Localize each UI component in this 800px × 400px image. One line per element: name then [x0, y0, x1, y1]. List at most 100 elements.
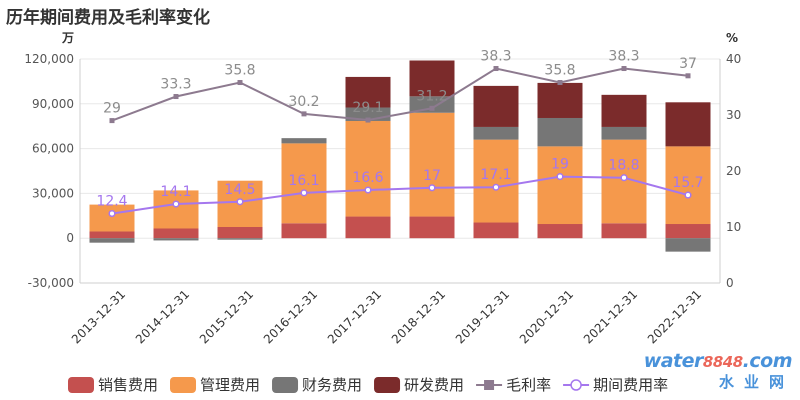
bar-segment: [473, 139, 519, 223]
bar-segment: [665, 146, 711, 225]
bar-segment: [281, 138, 327, 144]
series-point: [557, 80, 563, 86]
y-left-tick-label: 120,000: [24, 52, 74, 66]
legend-item: 销售费用: [68, 376, 158, 394]
bar-segment: [89, 231, 135, 239]
series-point: [620, 174, 628, 182]
watermark-logo: water8848.com: [643, 350, 793, 372]
y-right-tick-label: 0: [726, 276, 734, 290]
x-tick-label: 2014-12-31: [133, 287, 192, 346]
series-point: [236, 198, 244, 206]
data-label: 18.8: [608, 158, 639, 174]
series-point: [364, 186, 372, 194]
bar-segment: [281, 223, 327, 239]
series-point: [621, 66, 627, 72]
bar-segment: [537, 224, 583, 239]
bar-segment: [473, 126, 519, 140]
legend-label: 期间费用率: [593, 376, 668, 394]
x-tick-label: 2017-12-31: [325, 287, 384, 346]
series-point: [173, 94, 179, 100]
y-right-tick-label: 30: [726, 108, 741, 122]
bar-segment: [537, 117, 583, 147]
series-point: [109, 118, 115, 124]
bar-segment: [217, 238, 263, 240]
watermark-brand: water: [643, 350, 704, 372]
bar-segment: [537, 82, 583, 118]
bar-segment: [281, 143, 327, 224]
data-label: 12.4: [96, 194, 127, 210]
watermark-digits: 8848: [702, 353, 743, 371]
bar-segment: [601, 223, 647, 239]
bar-layer: [89, 60, 711, 252]
series-point: [300, 189, 308, 197]
watermark-suffix: .com: [742, 350, 793, 372]
bar-segment: [345, 76, 391, 108]
legend-item: 财务费用: [272, 376, 362, 394]
line-layer: [108, 66, 692, 218]
legend-swatch: [272, 377, 299, 393]
data-label: 31.2: [416, 88, 447, 104]
y-left-unit: 万: [61, 31, 74, 45]
legend-item: 管理费用: [170, 376, 260, 394]
data-label: 29.1: [352, 100, 383, 116]
legend-swatch: [484, 380, 495, 390]
legend-swatch: [570, 379, 582, 391]
bar-segment: [601, 94, 647, 127]
y-right-tick-label: 10: [726, 220, 741, 234]
x-tick-label: 2016-12-31: [261, 287, 320, 346]
bar-segment: [665, 224, 711, 239]
legend-swatch: [170, 377, 197, 393]
series-point: [365, 117, 371, 123]
series-point: [556, 173, 564, 181]
data-label: 17.1: [480, 167, 511, 183]
bar-segment: [409, 60, 455, 97]
legend-label: 毛利率: [506, 376, 551, 394]
legend-swatch: [374, 377, 401, 393]
bar-segment: [89, 238, 135, 243]
series-point: [493, 66, 499, 72]
bar-segment: [537, 146, 583, 225]
bar-segment: [601, 126, 647, 140]
chart-title: 历年期间费用及毛利率变化: [6, 8, 210, 28]
data-label: 38.3: [608, 49, 639, 65]
data-label: 14.5: [224, 182, 255, 198]
y-right-unit: %: [726, 31, 738, 45]
data-label: 30.2: [288, 94, 319, 110]
legend-item: 期间费用率: [563, 376, 668, 394]
bar-segment: [665, 238, 711, 252]
bar-segment: [153, 238, 199, 241]
bar-segment: [665, 102, 711, 147]
series-point: [685, 73, 691, 79]
bar-segment: [89, 204, 135, 232]
series-point: [301, 111, 307, 117]
legend-label: 财务费用: [302, 376, 362, 394]
data-label: 17: [423, 168, 441, 184]
bar-segment: [345, 216, 391, 239]
data-label: 35.8: [544, 63, 575, 79]
x-tick-label: 2019-12-31: [453, 287, 512, 346]
watermark-sub: 水业网: [718, 373, 794, 391]
legend-item: 毛利率: [476, 376, 551, 394]
data-label: 14.1: [160, 184, 191, 200]
legend-swatch: [68, 377, 94, 393]
data-label: 35.8: [224, 63, 255, 79]
series-point: [684, 191, 692, 199]
series-point: [237, 80, 243, 86]
data-label: 16.6: [352, 170, 383, 186]
x-tick-label: 2020-12-31: [517, 287, 576, 346]
y-left-tick-label: 0: [66, 231, 74, 245]
data-label: 37: [679, 56, 697, 72]
y-left-tick-label: 30,000: [32, 186, 74, 200]
x-tick-label: 2013-12-31: [69, 287, 128, 346]
series-line: [111, 67, 689, 122]
bar-segment: [217, 227, 263, 239]
bar-segment: [409, 112, 455, 217]
data-label: 15.7: [672, 175, 703, 191]
data-label: 19: [551, 157, 569, 173]
bar-segment: [153, 190, 199, 229]
y-right-tick-label: 20: [726, 164, 741, 178]
data-label: 38.3: [480, 49, 511, 65]
legend-label: 管理费用: [200, 376, 260, 394]
series-point: [172, 200, 180, 208]
